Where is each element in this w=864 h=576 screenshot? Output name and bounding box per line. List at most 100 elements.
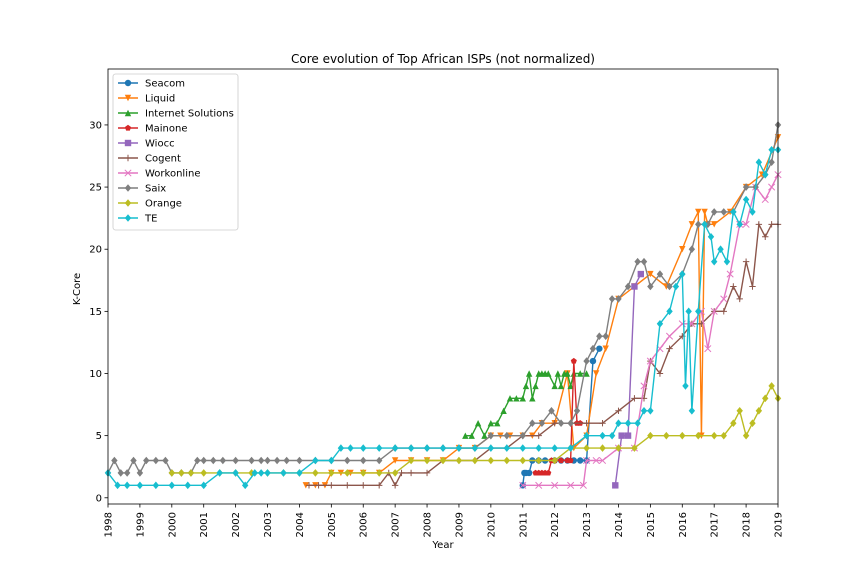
data-point [471, 456, 479, 465]
data-point [624, 282, 632, 291]
data-point [551, 456, 558, 465]
data-point [592, 370, 600, 377]
data-point [596, 332, 603, 341]
data-point [647, 270, 654, 278]
data-point [529, 395, 536, 402]
data-point [583, 357, 590, 365]
legend-label: Seacom [145, 79, 185, 90]
data-point [529, 419, 536, 428]
data-point [583, 456, 591, 465]
data-point [312, 469, 319, 477]
data-point [583, 370, 590, 377]
data-point [612, 482, 619, 489]
legend-item: Workonline [118, 169, 200, 180]
data-point [375, 444, 383, 452]
data-point [487, 431, 495, 440]
data-point [685, 307, 692, 316]
data-point [599, 420, 606, 427]
data-point [695, 431, 702, 440]
data-point [200, 481, 207, 490]
data-point [707, 232, 715, 241]
data-point [468, 432, 475, 439]
data-point [117, 469, 124, 477]
data-point [665, 332, 674, 340]
data-point [111, 456, 118, 465]
data-point [487, 420, 495, 427]
data-point [551, 420, 558, 427]
data-point [589, 344, 597, 353]
data-point [736, 295, 743, 303]
data-point [663, 431, 670, 440]
x-axis-label: Year [431, 540, 454, 551]
data-point [251, 469, 258, 477]
data-point [640, 406, 648, 415]
data-point [216, 469, 223, 477]
data-point [768, 183, 776, 191]
data-point [768, 221, 775, 228]
series-wiocc [612, 270, 645, 489]
data-point [455, 444, 463, 452]
data-point [535, 444, 542, 452]
data-point [152, 456, 160, 465]
data-point [730, 208, 737, 216]
data-point [602, 332, 609, 341]
data-point [264, 469, 271, 477]
data-point [730, 419, 737, 428]
data-point [328, 469, 335, 477]
data-point [487, 456, 495, 465]
x-tick-label: 1998 [104, 512, 115, 537]
data-point [347, 444, 354, 452]
data-point [375, 469, 383, 477]
data-point [666, 307, 673, 316]
legend-marker [124, 199, 132, 207]
x-tick-label: 2015 [646, 512, 657, 537]
data-point [398, 469, 405, 477]
data-point [701, 208, 708, 216]
data-point [551, 444, 558, 452]
data-point [375, 482, 383, 489]
data-point [679, 270, 686, 278]
data-point [583, 420, 590, 427]
plot-frame [107, 68, 779, 505]
data-point [391, 444, 399, 452]
data-point [506, 395, 514, 402]
data-point [525, 469, 533, 477]
x-tick-label: 1999 [135, 512, 146, 537]
data-point [656, 270, 664, 278]
y-tick-label: 0 [96, 493, 102, 504]
x-tick-label: 2014 [614, 512, 625, 537]
legend-item: Internet Solutions [118, 109, 234, 120]
data-point [631, 444, 638, 452]
data-point [187, 469, 195, 477]
data-point [567, 481, 575, 489]
data-point [305, 482, 313, 489]
x-tick-label: 2018 [742, 512, 753, 537]
data-point [631, 283, 638, 290]
x-tick-label: 2005 [327, 512, 338, 537]
data-point [194, 456, 201, 465]
data-point [762, 233, 769, 240]
data-point [548, 406, 555, 415]
data-point [768, 382, 775, 390]
series-te [104, 145, 782, 490]
data-point [391, 457, 399, 464]
data-point [634, 257, 641, 266]
data-point [503, 456, 511, 465]
data-point [579, 481, 587, 489]
data-point [232, 469, 239, 477]
data-point [598, 456, 607, 465]
x-tick-label: 2004 [295, 512, 306, 537]
data-point [647, 431, 654, 440]
series-orange [168, 382, 782, 477]
legend-item: Seacom [118, 79, 185, 90]
data-point [136, 469, 144, 477]
data-point [573, 406, 581, 415]
data-point [710, 307, 718, 315]
series-line [522, 348, 600, 486]
data-point [280, 469, 287, 477]
series-internet-solutions [462, 370, 590, 439]
data-point [637, 270, 645, 278]
legend-label: Cogent [145, 154, 181, 165]
data-point [210, 456, 217, 465]
plot-area [104, 121, 782, 490]
